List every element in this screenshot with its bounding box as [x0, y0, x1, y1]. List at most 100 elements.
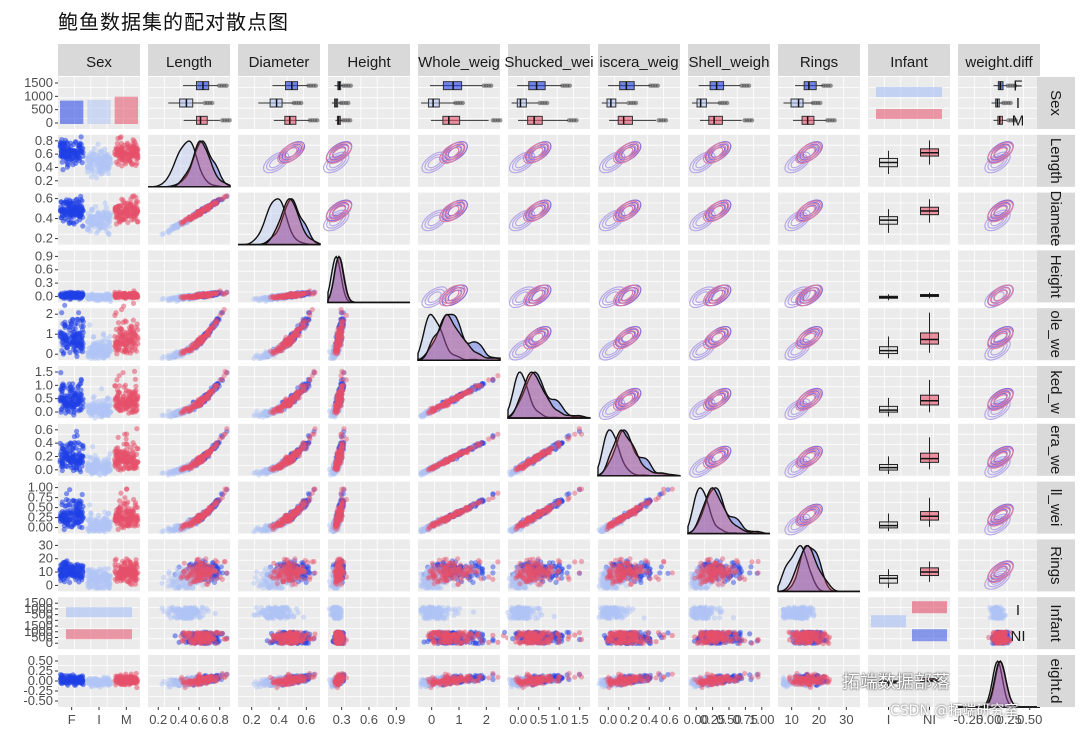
- x-tick-Shucked_weight: 1.5: [571, 712, 589, 727]
- panel-Length-Shell_weight: [688, 134, 770, 187]
- panel-Sex-Length: [148, 77, 232, 129]
- panel-Whole_weight-weight.diff: [958, 308, 1040, 361]
- y-tick-Viscera_weight: 0.2: [35, 448, 53, 463]
- x-tick-Shell_weight: 1.00: [749, 712, 774, 727]
- panel-weight.diff-Shucked_weight: [506, 655, 590, 707]
- panel-Whole_weight-Height: [326, 306, 410, 361]
- box-I: [516, 98, 527, 108]
- y-tick-Sex: 0: [46, 115, 53, 130]
- panel-Height-Shucked_weight: [508, 250, 590, 309]
- panel-Shucked_weight-Sex: [57, 366, 141, 421]
- x-tick-Viscera_weight: 0.4: [640, 712, 658, 727]
- column-label-Viscera_weight: iscera_weig: [599, 54, 678, 71]
- panel-Diameter-Viscera_weight: [598, 192, 680, 245]
- row-strip-Length: [1037, 134, 1075, 187]
- y-tick-Infant: 1500: [24, 618, 53, 633]
- x-tick-Length: 0.4: [170, 712, 188, 727]
- y-tick-Height: 0.9: [35, 248, 53, 263]
- panel-Shucked_weight-Viscera_weight: [598, 366, 680, 420]
- panel-Height-Length: [148, 250, 230, 304]
- column-label-Infant: Infant: [890, 54, 928, 71]
- panel-Whole_weight-Diameter: [238, 306, 320, 361]
- panel-Whole_weight-Shucked_weight: [508, 308, 590, 361]
- panel-Height-Sex: [57, 250, 141, 304]
- panel-Shell_weight-Sex: [57, 481, 141, 535]
- box-M: [708, 115, 723, 125]
- density-M: [238, 198, 321, 246]
- panel-Viscera_weight-weight.diff: [958, 423, 1040, 478]
- y-tick-Height: 0.0: [35, 288, 53, 303]
- column-label-Diameter: Diameter: [249, 54, 310, 71]
- density-M: [327, 255, 410, 304]
- panel-Shucked_weight-weight.diff: [958, 366, 1040, 420]
- y-tick-Diameter: 0.2: [35, 231, 53, 246]
- x-tick-weight.diff: 0.50: [1017, 712, 1042, 727]
- panel-Diameter-Diameter: [238, 192, 321, 246]
- panel-Shucked_weight-Whole_weight: [418, 366, 501, 420]
- row-label-Whole_weight: ole_we: [1047, 310, 1064, 358]
- panel-Infant-Height: [326, 597, 410, 650]
- panel-Whole_weight-Sex: [57, 300, 141, 361]
- box-I: [427, 98, 440, 108]
- panel-weight.diff-Viscera_weight: [596, 655, 680, 707]
- x-tick-Length: 0.2: [149, 712, 167, 727]
- y-tick-Shucked_weight: 1.5: [35, 364, 53, 379]
- x-tick-Shucked_weight: 0.5: [530, 712, 548, 727]
- x-tick-weight.diff: 0.00: [976, 712, 1001, 727]
- y-tick-Diameter: 0.4: [35, 211, 53, 226]
- row-strip-Sex: [1037, 77, 1075, 129]
- density-M: [958, 660, 1040, 708]
- panel-Infant-Shucked_weight: [505, 597, 590, 650]
- panel-Whole_weight-Viscera_weight: [598, 308, 680, 361]
- panel-Length-Viscera_weight: [598, 134, 680, 187]
- x-tick-Height: 0.9: [387, 712, 405, 727]
- watermark-subtext: CSDN @拓端研究室: [890, 700, 1018, 720]
- y-tick-weight.diff: 0.25: [28, 663, 53, 678]
- x-tick-Shell_weight: 0.50: [716, 712, 741, 727]
- panel-Viscera_weight-Rings: [778, 423, 860, 478]
- panel-Infant-Diameter: [238, 597, 320, 650]
- panel-weight.diff-Shell_weight: [688, 655, 770, 707]
- y-tick-Rings: 20: [39, 551, 53, 566]
- row-strip-Height: [1037, 250, 1075, 303]
- density-M: [507, 371, 591, 419]
- x-tick-Shell_weight: 0.25: [700, 712, 725, 727]
- column-strip-Sex: [58, 44, 140, 76]
- panel-Length-Height: [322, 134, 410, 187]
- x-tick-Diameter: 0.2: [243, 712, 261, 727]
- panel-Sex-Infant: [868, 77, 950, 129]
- box-NI: [920, 332, 939, 345]
- x-tick-Viscera_weight: 0.0: [599, 712, 617, 727]
- y-tick-Shell_weight: 0.75: [28, 490, 53, 505]
- panel-weight.diff-Sex: [58, 655, 141, 707]
- bar-NI-F: [912, 629, 947, 642]
- y-tick-Rings: 10: [39, 564, 53, 579]
- panel-weight.diff-Rings: [778, 655, 860, 707]
- panel-Rings-Rings: [777, 539, 860, 593]
- panel-Whole_weight-Shell_weight: [688, 308, 770, 361]
- y-tick-Infant: 1000: [24, 601, 53, 616]
- column-strip-Height: [328, 44, 410, 76]
- x-tick-Height: 0.6: [360, 712, 378, 727]
- bar-I: [87, 100, 111, 124]
- y-tick-Length: 0.6: [35, 146, 53, 161]
- row-strip-weight.diff: [1037, 655, 1075, 707]
- panel-weight.diff-Height: [326, 655, 410, 707]
- bar-NI-M: [912, 601, 947, 614]
- y-tick-Whole_weight: 2: [46, 306, 53, 321]
- panel-Whole_weight-Whole_weight: [417, 308, 501, 361]
- panel-Rings-Shucked_weight: [506, 539, 590, 592]
- panel-Diameter-Height: [322, 192, 410, 245]
- panel-Viscera_weight-Diameter: [238, 423, 320, 478]
- column-strip-Length: [148, 44, 230, 76]
- panel-Height-Shell_weight: [688, 250, 770, 309]
- x-tick-weight.diff: -0.25: [953, 712, 983, 727]
- panel-Height-Height: [327, 250, 410, 304]
- y-tick-Infant: 500: [31, 629, 53, 644]
- density-M: [417, 313, 501, 361]
- panel-Shell_weight-weight.diff: [958, 481, 1040, 536]
- y-tick-Whole_weight: 0: [46, 346, 53, 361]
- row-label-Infant: Infant: [1047, 604, 1064, 642]
- panel-Whole_weight-Length: [148, 306, 230, 361]
- panel-Sex-Sex: [58, 77, 140, 129]
